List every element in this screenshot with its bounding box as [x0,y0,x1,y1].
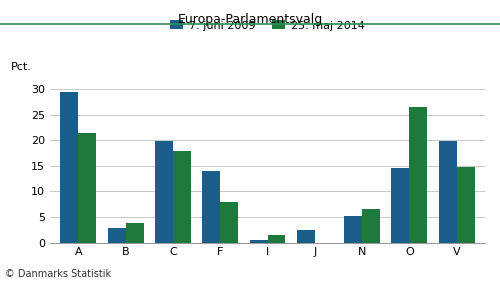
Legend: 7. juni 2009, 25. maj 2014: 7. juni 2009, 25. maj 2014 [166,16,370,35]
Text: Pct.: Pct. [11,62,32,72]
Bar [60,92,78,243]
Bar [268,235,285,243]
Bar [108,228,126,243]
Bar [202,171,220,243]
Text: Europa-Parlamentsvalg: Europa-Parlamentsvalg [178,13,322,26]
Bar [392,168,409,243]
Bar [250,240,268,243]
Bar [173,151,191,243]
Bar [297,230,315,243]
Bar [456,167,474,243]
Bar [362,209,380,243]
Bar [126,222,144,243]
Bar [78,133,96,243]
Bar [410,107,428,243]
Bar [344,217,362,243]
Bar [220,202,238,243]
Bar [155,141,173,243]
Bar [438,141,456,243]
Text: © Danmarks Statistik: © Danmarks Statistik [5,269,111,279]
